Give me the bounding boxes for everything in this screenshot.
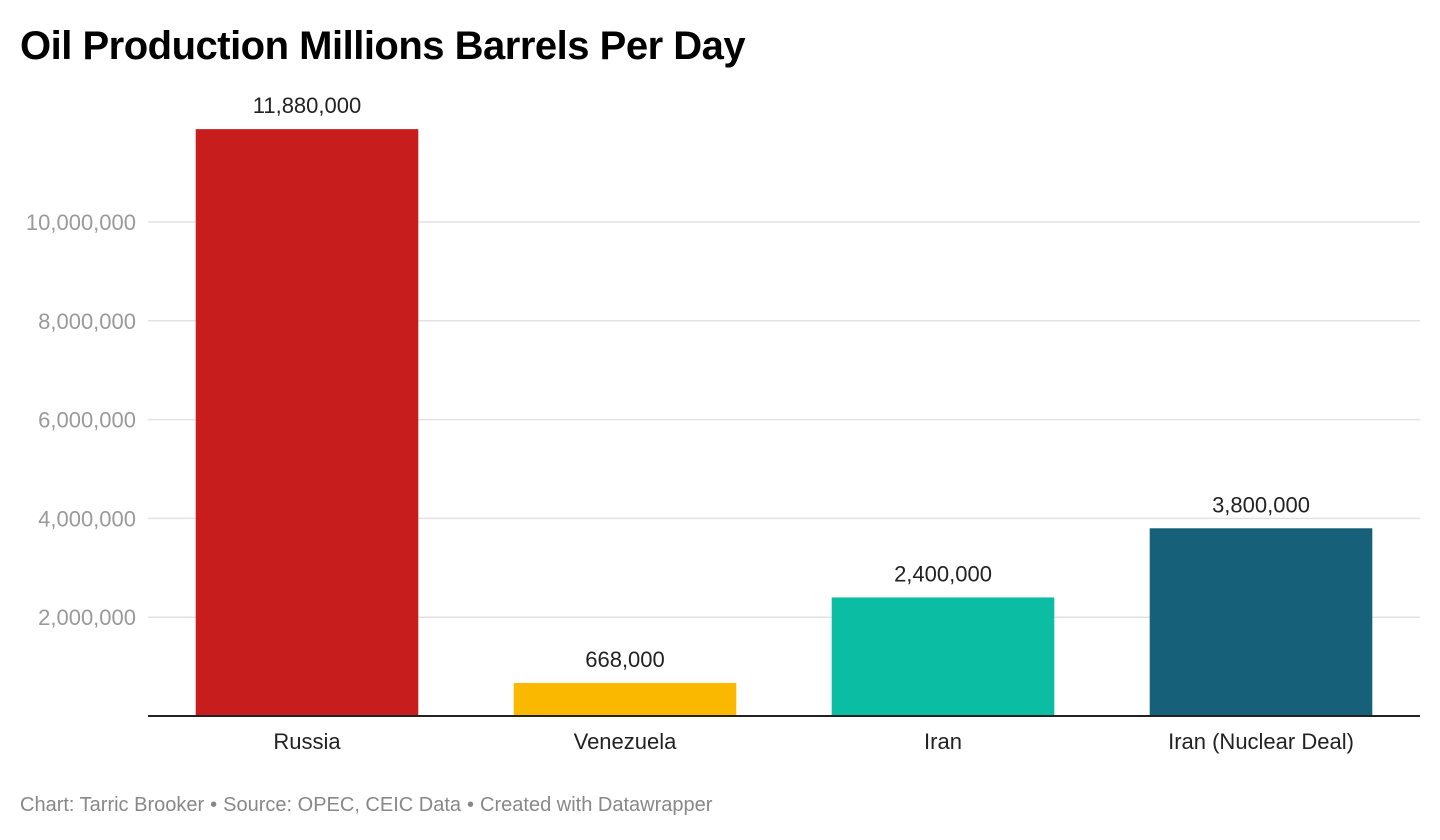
bar-value-label: 668,000 <box>585 647 665 672</box>
y-tick-label: 6,000,000 <box>38 408 136 433</box>
x-category-label: Venezuela <box>574 729 678 754</box>
y-tick-label: 8,000,000 <box>38 309 136 334</box>
x-axis-category-labels: Russia Venezuela Iran Iran (Nuclear Deal) <box>273 729 1354 754</box>
bar <box>195 129 419 717</box>
bar-value-label: 3,800,000 <box>1212 492 1310 517</box>
footer-separator: • <box>467 794 475 816</box>
bar <box>1149 528 1373 716</box>
bar <box>513 683 737 716</box>
bars <box>195 129 1373 717</box>
bar-value-label: 2,400,000 <box>894 561 992 586</box>
bar-value-label: 11,880,000 <box>253 93 361 118</box>
footer-separator: • <box>210 794 218 816</box>
y-tick-label: 4,000,000 <box>38 506 136 531</box>
y-tick-label: 2,000,000 <box>38 605 136 630</box>
x-category-label: Iran <box>924 729 962 754</box>
y-tick-label: 10,000,000 <box>26 210 136 235</box>
chart-credit: Chart: Tarric Brooker <box>20 794 205 816</box>
y-axis-tick-labels: 2,000,000 4,000,000 6,000,000 8,000,000 10,0… <box>26 210 136 630</box>
x-category-label: Iran (Nuclear Deal) <box>1168 729 1354 754</box>
bar <box>831 597 1055 716</box>
value-labels: 11,880,000 668,000 2,400,000 3,800,000 <box>253 93 1310 672</box>
created-with: Created with Datawrapper <box>480 794 713 816</box>
bar-chart: 2,000,000 4,000,000 6,000,000 8,000,000 10,0… <box>26 93 1420 754</box>
x-category-label: Russia <box>273 729 341 754</box>
chart-footer: Chart: Tarric Brooker • Source: OPEC, CEIC… <box>20 794 712 817</box>
chart-source: Source: OPEC, CEIC Data <box>223 794 462 816</box>
chart-title: Oil Production Millions Barrels Per Day <box>20 24 746 68</box>
